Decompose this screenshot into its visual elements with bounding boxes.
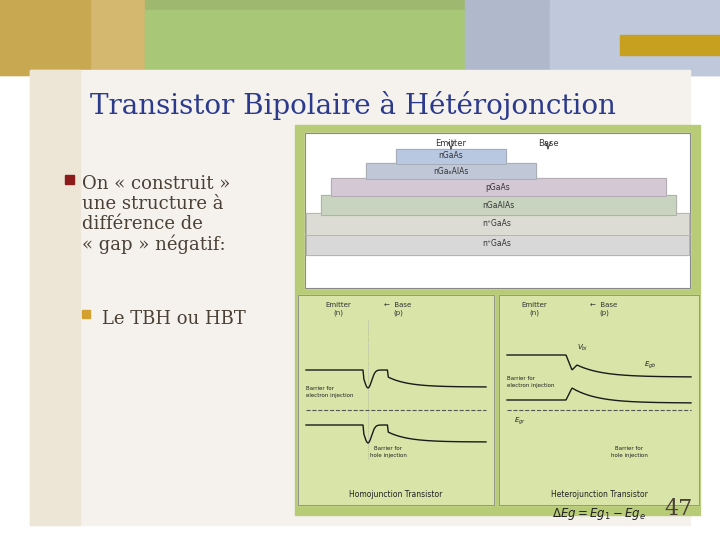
Text: $E_{gb}$: $E_{gb}$ bbox=[644, 360, 657, 371]
Bar bbox=[30, 70, 690, 525]
Text: Barrier for: Barrier for bbox=[507, 376, 535, 381]
Bar bbox=[65, 175, 74, 184]
Bar bbox=[620, 35, 720, 55]
Text: différence de: différence de bbox=[82, 215, 203, 233]
Text: (n): (n) bbox=[529, 310, 539, 316]
Text: nGaₑAlAs: nGaₑAlAs bbox=[433, 166, 469, 176]
Bar bbox=[306, 213, 689, 235]
Text: Le TBH ou HBT: Le TBH ou HBT bbox=[102, 310, 246, 328]
Bar bbox=[366, 163, 536, 179]
Text: Emitter: Emitter bbox=[521, 302, 547, 308]
Text: Emitter: Emitter bbox=[325, 302, 351, 308]
Bar bbox=[0, 0, 90, 75]
Text: Homojunction Transistor: Homojunction Transistor bbox=[349, 490, 443, 499]
Bar bbox=[295, 125, 700, 515]
Text: electron injection: electron injection bbox=[507, 383, 554, 388]
Bar bbox=[550, 0, 720, 75]
Bar bbox=[145, 0, 465, 75]
Bar bbox=[499, 295, 699, 505]
Bar bbox=[396, 149, 506, 164]
Text: electron injection: electron injection bbox=[306, 393, 354, 398]
Text: Barrier for: Barrier for bbox=[615, 446, 643, 451]
Bar bbox=[331, 178, 666, 196]
Text: Barrier for: Barrier for bbox=[374, 446, 402, 451]
Bar bbox=[305, 133, 690, 288]
Bar bbox=[30, 70, 80, 525]
Text: « gap » négatif:: « gap » négatif: bbox=[82, 235, 225, 254]
Text: Heterojunction Transistor: Heterojunction Transistor bbox=[551, 490, 647, 499]
Text: Barrier for: Barrier for bbox=[306, 386, 334, 391]
Bar bbox=[305, 133, 690, 288]
Text: 47: 47 bbox=[665, 498, 693, 520]
Text: $\Delta Eg = Eg_1 - Eg_e$: $\Delta Eg = Eg_1 - Eg_e$ bbox=[552, 506, 646, 522]
Bar bbox=[298, 295, 494, 505]
Text: une structure à: une structure à bbox=[82, 195, 223, 213]
Text: ←  Base: ← Base bbox=[384, 302, 412, 308]
Text: (p): (p) bbox=[599, 310, 609, 316]
Text: (n): (n) bbox=[333, 310, 343, 316]
Bar bbox=[145, 10, 465, 75]
Text: Base: Base bbox=[538, 138, 558, 147]
Text: hole injection: hole injection bbox=[611, 453, 647, 458]
Text: Transistor Bipolaire à Hétérojonction: Transistor Bipolaire à Hétérojonction bbox=[90, 91, 616, 119]
Bar bbox=[321, 195, 676, 215]
Bar bbox=[499, 295, 699, 505]
Text: ←  Base: ← Base bbox=[590, 302, 618, 308]
Bar bbox=[321, 195, 676, 215]
Text: pGaAs: pGaAs bbox=[485, 183, 510, 192]
Bar bbox=[366, 163, 536, 179]
Bar bbox=[331, 178, 666, 196]
Bar bbox=[306, 233, 689, 255]
Text: n⁺GaAs: n⁺GaAs bbox=[482, 219, 511, 228]
Text: $E_{gr}$: $E_{gr}$ bbox=[514, 416, 526, 427]
Text: Emitter: Emitter bbox=[436, 138, 467, 147]
Bar bbox=[306, 233, 689, 255]
Text: nGaAlAs: nGaAlAs bbox=[482, 200, 514, 210]
Bar bbox=[82, 310, 90, 318]
Bar bbox=[0, 0, 145, 75]
Bar bbox=[465, 0, 720, 75]
Text: nGaAs: nGaAs bbox=[438, 152, 464, 160]
Text: (p): (p) bbox=[393, 310, 403, 316]
Text: $V_{bi}$: $V_{bi}$ bbox=[577, 343, 588, 353]
Bar bbox=[306, 213, 689, 235]
Text: n⁺GaAs: n⁺GaAs bbox=[482, 240, 511, 248]
Bar bbox=[396, 149, 506, 164]
Text: On « construit »: On « construit » bbox=[82, 175, 230, 193]
Bar bbox=[298, 295, 494, 505]
Text: hole injection: hole injection bbox=[369, 453, 406, 458]
